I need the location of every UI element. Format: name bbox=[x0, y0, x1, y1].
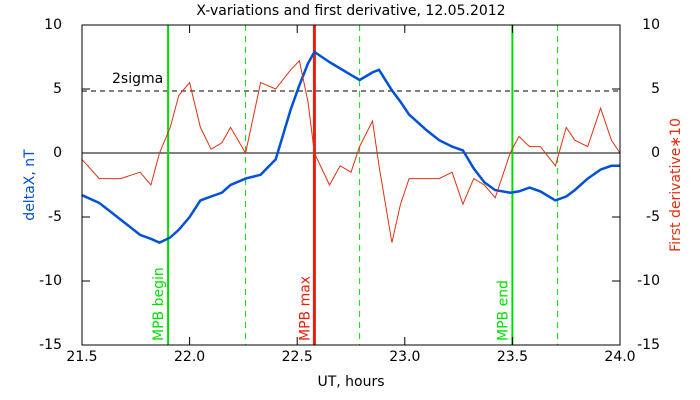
x-tick-label: 24.0 bbox=[604, 349, 635, 365]
y-tick-label: 10 bbox=[44, 17, 62, 33]
plot-frame bbox=[81, 24, 621, 346]
x-tick-label: 23.5 bbox=[497, 349, 528, 365]
y2-tick-label: -10 bbox=[637, 273, 660, 289]
marker-label: MPB end bbox=[495, 280, 511, 341]
y-tick-label: 0 bbox=[53, 145, 62, 161]
y2-tick-label: 10 bbox=[642, 17, 660, 33]
y2-tick-label: -5 bbox=[646, 209, 660, 225]
y-tick-label: -5 bbox=[48, 209, 62, 225]
y2-tick-label: -15 bbox=[637, 337, 660, 353]
x-axis-label: UT, hours bbox=[317, 374, 384, 390]
marker-label: MPB begin bbox=[151, 267, 167, 341]
x-tick-label: 23.0 bbox=[389, 349, 420, 365]
x-tick-label: 21.5 bbox=[66, 349, 97, 365]
x-tick-label: 22.0 bbox=[174, 349, 205, 365]
chart-title: X-variations and first derivative, 12.05… bbox=[196, 3, 505, 19]
y-tick-label: -10 bbox=[39, 273, 62, 289]
marker-label: MPB max bbox=[297, 276, 313, 341]
y2-tick-label: 5 bbox=[651, 81, 660, 97]
y2-axis-label: First derivative∗10 bbox=[668, 118, 684, 252]
y-tick-label: -15 bbox=[39, 337, 62, 353]
y-axis-label: deltaX, nT bbox=[22, 149, 38, 221]
y-tick-label: 5 bbox=[53, 81, 62, 97]
x-tick-label: 22.5 bbox=[282, 349, 313, 365]
reference-label: 2sigma bbox=[112, 71, 163, 87]
series-line bbox=[81, 50, 620, 244]
y2-tick-label: 0 bbox=[651, 145, 660, 161]
series-line bbox=[81, 59, 621, 243]
